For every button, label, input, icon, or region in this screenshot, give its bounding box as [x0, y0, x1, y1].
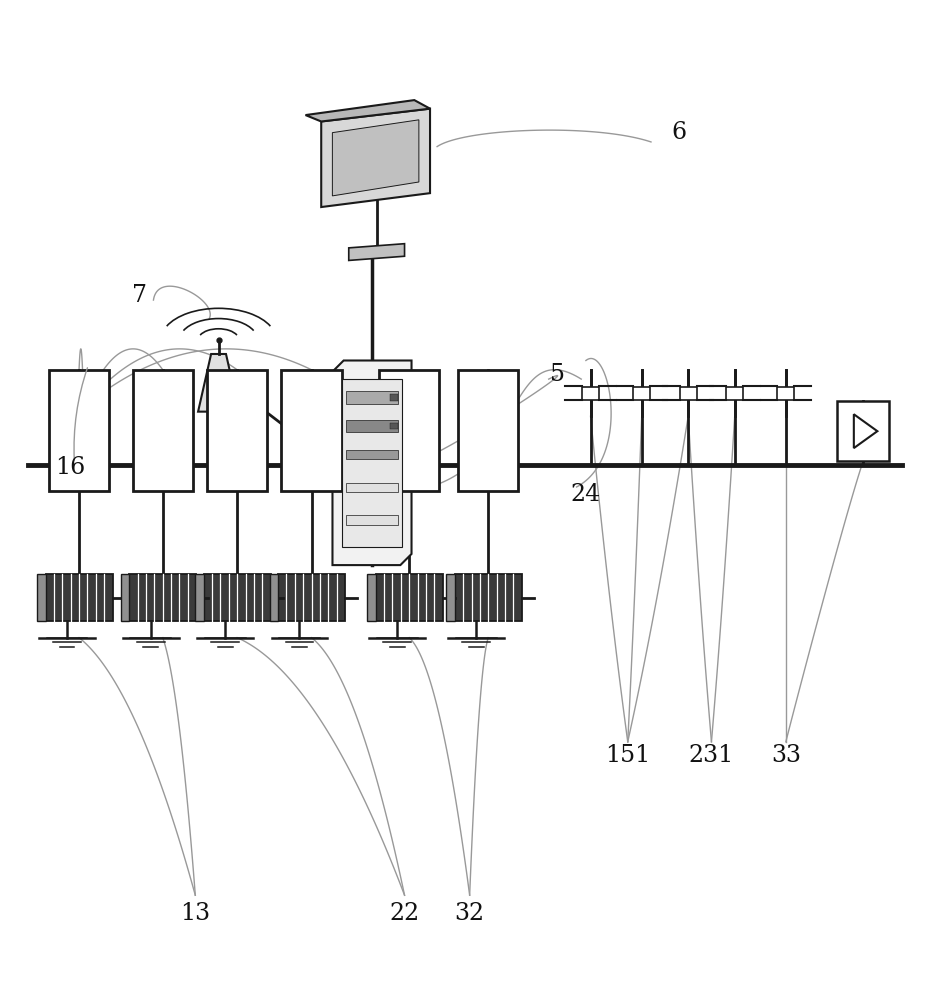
FancyBboxPatch shape: [346, 483, 398, 492]
FancyBboxPatch shape: [391, 394, 398, 401]
FancyBboxPatch shape: [777, 387, 794, 400]
FancyBboxPatch shape: [837, 401, 889, 461]
Text: 33: 33: [771, 744, 801, 767]
FancyBboxPatch shape: [278, 574, 345, 621]
Text: 151: 151: [605, 744, 650, 767]
FancyBboxPatch shape: [270, 574, 278, 621]
FancyBboxPatch shape: [37, 574, 46, 621]
FancyBboxPatch shape: [195, 574, 204, 621]
FancyBboxPatch shape: [129, 574, 196, 621]
FancyBboxPatch shape: [455, 574, 522, 621]
FancyBboxPatch shape: [346, 391, 398, 404]
Polygon shape: [332, 120, 418, 196]
FancyBboxPatch shape: [48, 370, 110, 491]
Text: 16: 16: [55, 456, 85, 479]
Text: 231: 231: [689, 744, 734, 767]
FancyBboxPatch shape: [132, 370, 193, 491]
Polygon shape: [305, 100, 430, 121]
Polygon shape: [333, 360, 411, 565]
FancyBboxPatch shape: [379, 370, 439, 491]
Polygon shape: [349, 244, 405, 260]
FancyBboxPatch shape: [726, 387, 743, 400]
FancyBboxPatch shape: [582, 387, 599, 400]
FancyBboxPatch shape: [458, 370, 519, 491]
FancyBboxPatch shape: [346, 515, 398, 525]
FancyBboxPatch shape: [367, 574, 376, 621]
Text: 24: 24: [571, 483, 601, 506]
FancyBboxPatch shape: [206, 370, 267, 491]
Text: 22: 22: [390, 902, 419, 925]
FancyBboxPatch shape: [446, 574, 455, 621]
Text: 5: 5: [551, 363, 565, 386]
FancyBboxPatch shape: [680, 387, 697, 400]
FancyBboxPatch shape: [346, 420, 398, 432]
FancyBboxPatch shape: [391, 423, 398, 429]
Polygon shape: [198, 354, 239, 412]
Text: 6: 6: [671, 121, 686, 144]
Text: 7: 7: [132, 284, 147, 307]
Text: 32: 32: [455, 902, 485, 925]
FancyBboxPatch shape: [281, 370, 341, 491]
FancyBboxPatch shape: [46, 574, 113, 621]
FancyBboxPatch shape: [342, 379, 402, 547]
FancyBboxPatch shape: [346, 450, 398, 459]
FancyBboxPatch shape: [121, 574, 129, 621]
Polygon shape: [321, 109, 430, 207]
FancyBboxPatch shape: [376, 574, 443, 621]
Text: 13: 13: [180, 902, 210, 925]
FancyBboxPatch shape: [204, 574, 271, 621]
FancyBboxPatch shape: [633, 387, 650, 400]
